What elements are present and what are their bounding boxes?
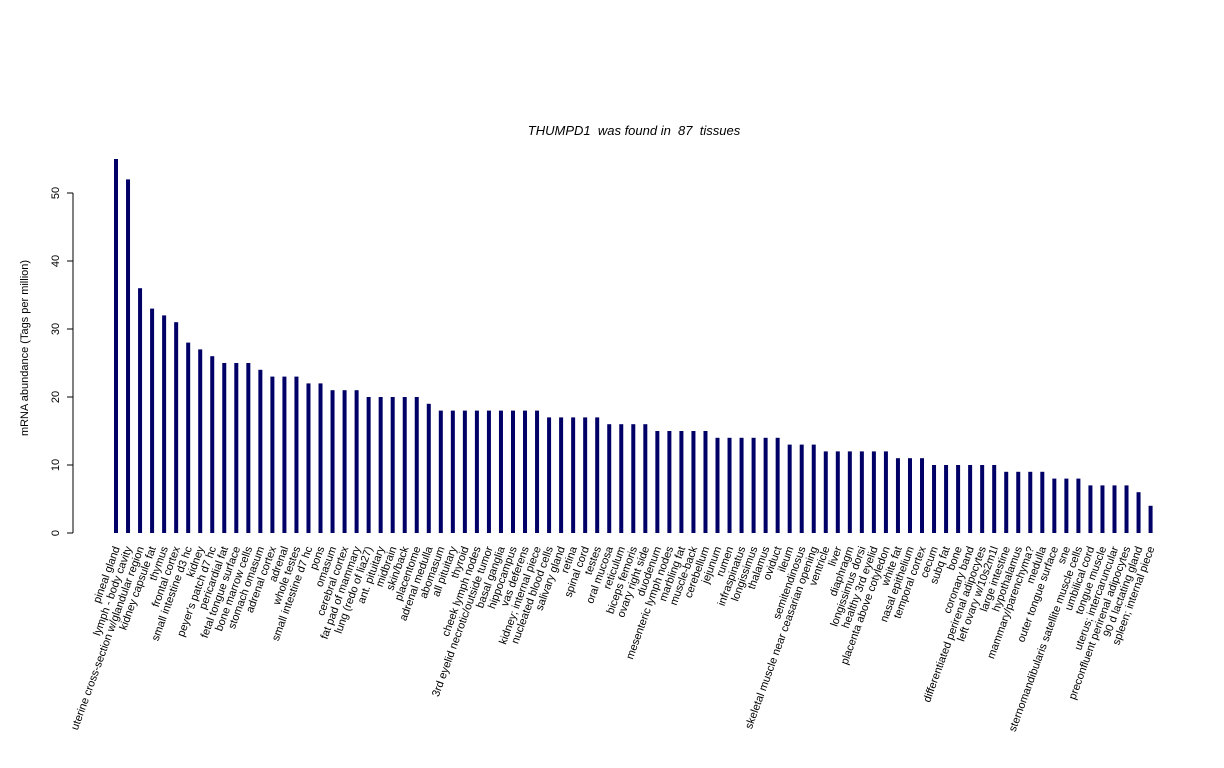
bar [474, 410, 479, 533]
y-axis-label: mRNA abundance (Tags per million) [19, 260, 31, 436]
bar [222, 363, 227, 533]
bar [739, 437, 744, 533]
bar [559, 417, 564, 533]
bar [679, 431, 684, 533]
bar [619, 424, 624, 533]
bar [498, 410, 503, 533]
bar [210, 356, 215, 533]
bar [1100, 485, 1105, 533]
bar [547, 417, 552, 533]
bar [378, 397, 383, 533]
y-tick-label: 50 [50, 187, 62, 199]
bar [1040, 471, 1045, 533]
bar [992, 465, 997, 533]
bar [306, 383, 311, 533]
bar [510, 410, 515, 533]
bar [186, 342, 191, 533]
bar [607, 424, 612, 533]
bar [751, 437, 756, 533]
bar [1124, 485, 1129, 533]
bar [1052, 478, 1057, 533]
bar [1088, 485, 1093, 533]
bar [402, 397, 407, 533]
bar [799, 444, 804, 533]
x-tick-label: sne [1056, 545, 1073, 566]
bar [667, 431, 672, 533]
bar [787, 444, 792, 533]
bar [462, 410, 467, 533]
bar [414, 397, 419, 533]
bar [763, 437, 768, 533]
bar [126, 179, 131, 533]
bar [138, 288, 143, 533]
bar [282, 376, 287, 533]
bar [703, 431, 708, 533]
bar [571, 417, 576, 533]
bar [835, 451, 840, 533]
bar [342, 390, 347, 533]
bar [920, 458, 925, 533]
bar [1136, 492, 1141, 533]
bar [366, 397, 371, 533]
bar [691, 431, 696, 533]
bar [655, 431, 660, 533]
bar [871, 451, 876, 533]
bar [1064, 478, 1069, 533]
y-tick-label: 0 [50, 530, 62, 536]
bar [390, 397, 395, 533]
bar [486, 410, 491, 533]
bar [258, 369, 263, 533]
bar [114, 159, 118, 533]
bar [198, 349, 203, 533]
bar [727, 437, 732, 533]
bar [162, 315, 167, 533]
bar [883, 451, 888, 533]
bar [150, 308, 155, 533]
bar [643, 424, 648, 533]
y-tick-label: 20 [50, 391, 62, 403]
bar [1148, 505, 1153, 533]
bar [450, 410, 455, 533]
bar [859, 451, 864, 533]
bar [1076, 478, 1081, 533]
bar [234, 363, 239, 533]
bar [980, 465, 985, 533]
y-tick-label: 40 [50, 255, 62, 267]
bar [944, 465, 949, 533]
bar [631, 424, 636, 533]
bar [354, 390, 359, 533]
bar [595, 417, 600, 533]
bar [823, 451, 828, 533]
bar [1112, 485, 1117, 533]
bar [968, 465, 973, 533]
bar [330, 390, 335, 533]
bar [847, 451, 852, 533]
bar [246, 363, 251, 533]
bar [318, 383, 323, 533]
bar [174, 322, 179, 533]
bar [583, 417, 588, 533]
bar [715, 437, 720, 533]
bar [932, 465, 937, 533]
bar [811, 444, 816, 533]
bar [1028, 471, 1033, 533]
bar [294, 376, 299, 533]
bar [895, 458, 900, 533]
bar [535, 410, 540, 533]
bar [1016, 471, 1021, 533]
bar [775, 437, 780, 533]
bar [956, 465, 961, 533]
bar [270, 376, 275, 533]
bar [907, 458, 912, 533]
bar [523, 410, 528, 533]
bar [1004, 471, 1009, 533]
bar [426, 403, 431, 533]
y-tick-label: 10 [50, 459, 62, 471]
bar [438, 410, 443, 533]
chart-title: THUMPD1 was found in 87 tissues [528, 123, 741, 138]
y-tick-label: 30 [50, 323, 62, 335]
